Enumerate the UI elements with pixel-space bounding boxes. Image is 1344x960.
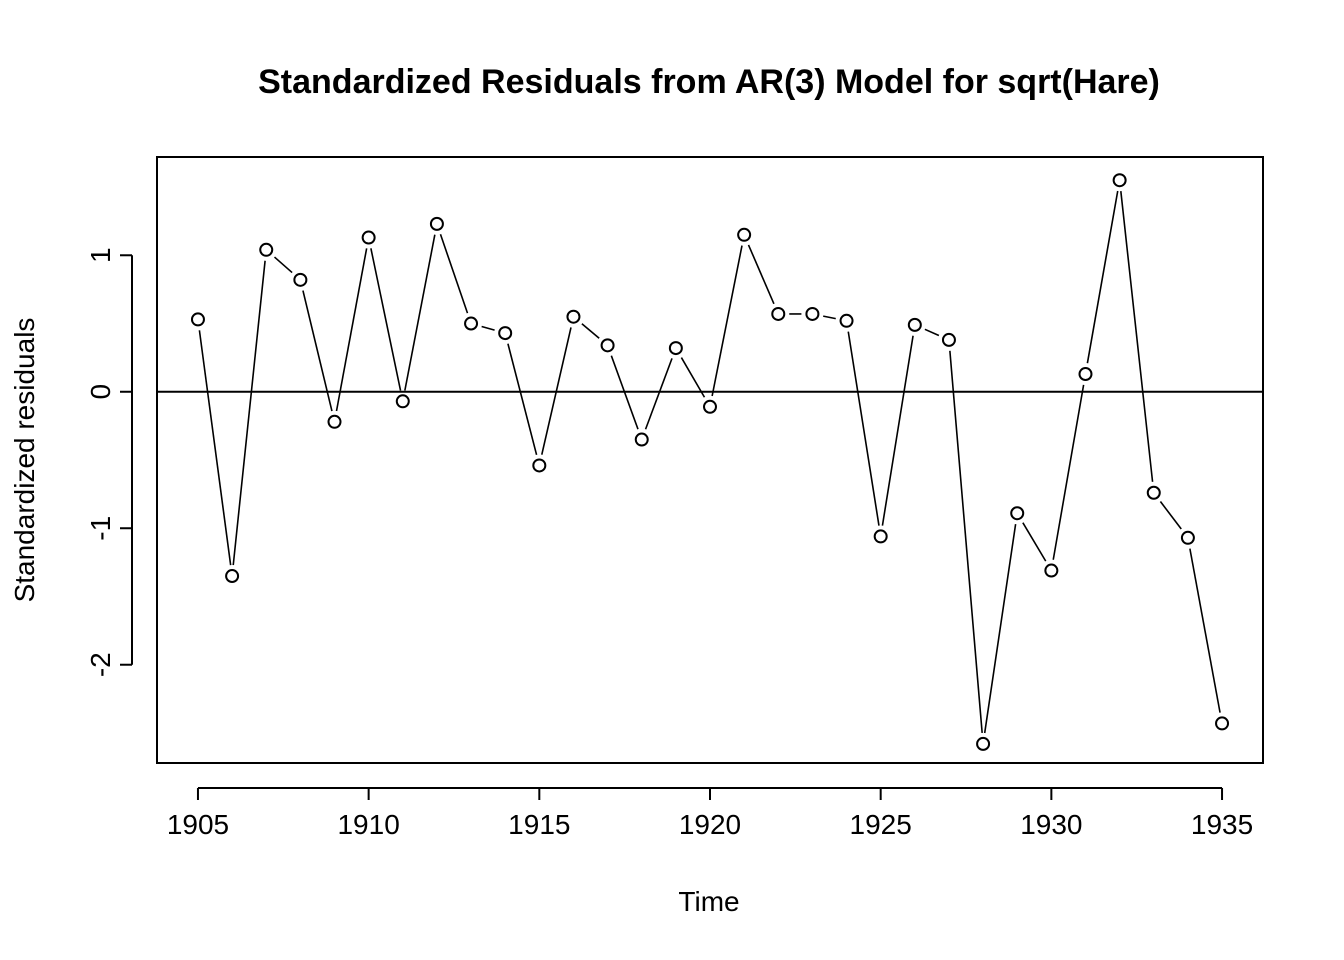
y-axis-title: Standardized residuals <box>9 318 40 603</box>
y-axis: -2 -1 0 1 <box>85 247 133 677</box>
y-tick-label: 0 <box>85 384 116 400</box>
data-point <box>464 316 479 331</box>
data-point <box>293 272 308 287</box>
series-segment <box>302 290 333 412</box>
data-point <box>668 341 683 356</box>
data-point <box>1044 563 1059 578</box>
series-segment <box>823 315 836 320</box>
series-segment <box>881 335 914 526</box>
data-point <box>259 242 274 257</box>
series-segment <box>610 355 639 430</box>
series-segment <box>711 245 743 397</box>
series-segment <box>949 350 983 733</box>
x-tick-label: 1910 <box>337 809 399 840</box>
series-segment <box>273 256 293 274</box>
series-segment <box>198 330 232 566</box>
data-point <box>1010 506 1025 521</box>
data-point <box>1215 716 1230 731</box>
series-segment <box>370 248 402 391</box>
series-points <box>190 173 1230 751</box>
data-point <box>1180 530 1195 545</box>
series-segment <box>581 323 600 339</box>
series-segment <box>983 523 1017 734</box>
data-point <box>1146 485 1161 500</box>
plot-frame <box>156 156 1264 764</box>
data-point <box>634 432 649 447</box>
x-tick-label: 1925 <box>850 809 912 840</box>
x-axis: 1905 1910 1915 1920 1925 1930 1935 <box>167 787 1253 840</box>
data-point <box>429 216 444 231</box>
x-axis-title: Time <box>678 886 739 917</box>
data-point <box>532 458 547 473</box>
series-segment <box>644 358 673 430</box>
data-point <box>225 569 240 584</box>
data-point <box>1078 367 1093 382</box>
series-segment <box>1086 190 1119 364</box>
series-segment <box>1120 191 1154 482</box>
y-tick-label: -1 <box>85 516 116 541</box>
series-segment <box>404 234 436 391</box>
x-tick-label: 1930 <box>1020 809 1082 840</box>
data-point <box>1112 173 1127 188</box>
data-point <box>600 338 615 353</box>
data-point <box>703 399 717 414</box>
series-segment <box>1159 501 1182 530</box>
series-segment <box>541 327 572 455</box>
data-point <box>395 394 410 409</box>
data-point <box>941 332 956 347</box>
series-segment <box>847 331 880 526</box>
series-segment <box>680 357 706 398</box>
chart-title: Standardized Residuals from AR(3) Model … <box>258 63 1160 101</box>
series-segment <box>747 244 775 305</box>
data-point <box>327 414 342 429</box>
data-point <box>976 736 991 751</box>
data-point <box>771 306 786 321</box>
data-point <box>873 529 888 544</box>
series-segment <box>335 248 368 412</box>
data-point <box>190 312 205 327</box>
data-point <box>907 317 922 332</box>
x-tick-label: 1935 <box>1191 809 1253 840</box>
x-tick-label: 1920 <box>679 809 741 840</box>
series-segments <box>198 190 1221 734</box>
y-tick-label: -2 <box>85 652 116 677</box>
data-point <box>805 306 820 321</box>
data-point <box>361 230 376 245</box>
series-segment <box>1052 384 1085 560</box>
series-segment <box>507 343 538 456</box>
data-point <box>737 227 752 242</box>
x-tick-label: 1915 <box>508 809 570 840</box>
data-point <box>498 326 513 341</box>
x-tick-label: 1905 <box>167 809 229 840</box>
data-point <box>839 313 854 328</box>
series-segment <box>481 325 495 331</box>
series-segment <box>439 234 469 314</box>
data-point <box>566 309 581 324</box>
series-segment <box>924 328 940 337</box>
series-segment <box>1189 548 1221 713</box>
y-tick-label: 1 <box>85 247 116 263</box>
series-segment <box>232 260 266 566</box>
series-segment <box>1022 522 1047 562</box>
